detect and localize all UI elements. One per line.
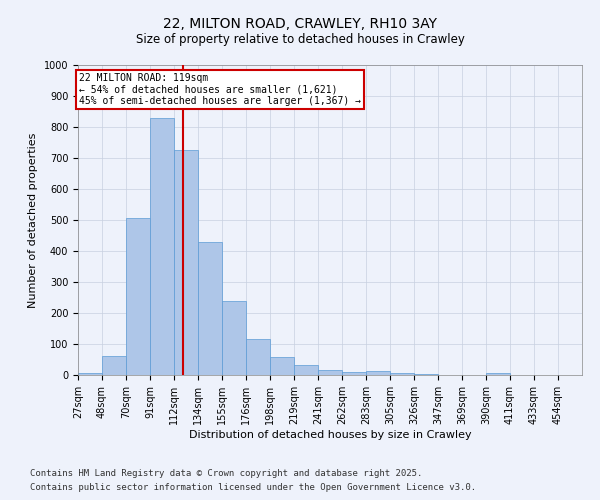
Y-axis label: Number of detached properties: Number of detached properties	[28, 132, 38, 308]
Bar	[102, 356, 126, 375]
Bar	[366, 371, 390, 375]
Bar	[414, 374, 438, 375]
Bar	[342, 372, 366, 375]
Bar	[198, 242, 222, 375]
Bar	[78, 372, 102, 375]
Text: 22 MILTON ROAD: 119sqm
← 54% of detached houses are smaller (1,621)
45% of semi-: 22 MILTON ROAD: 119sqm ← 54% of detached…	[79, 72, 361, 106]
Bar	[270, 358, 294, 375]
Bar	[150, 118, 174, 375]
X-axis label: Distribution of detached houses by size in Crawley: Distribution of detached houses by size …	[188, 430, 472, 440]
Bar	[174, 150, 198, 375]
Text: Contains HM Land Registry data © Crown copyright and database right 2025.: Contains HM Land Registry data © Crown c…	[30, 468, 422, 477]
Text: 22, MILTON ROAD, CRAWLEY, RH10 3AY: 22, MILTON ROAD, CRAWLEY, RH10 3AY	[163, 18, 437, 32]
Text: Size of property relative to detached houses in Crawley: Size of property relative to detached ho…	[136, 32, 464, 46]
Bar	[222, 301, 246, 375]
Text: Contains public sector information licensed under the Open Government Licence v3: Contains public sector information licen…	[30, 484, 476, 492]
Bar	[294, 365, 318, 375]
Bar	[246, 340, 270, 375]
Bar	[390, 372, 414, 375]
Bar	[126, 218, 150, 375]
Bar	[318, 370, 342, 375]
Bar	[486, 374, 510, 375]
